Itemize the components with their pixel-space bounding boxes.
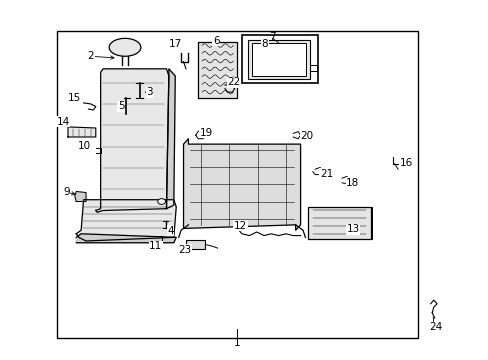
Text: 3: 3: [146, 87, 152, 97]
Bar: [57, 31, 417, 338]
Text: 10: 10: [78, 140, 91, 150]
Text: 16: 16: [399, 158, 412, 168]
Text: 4: 4: [167, 226, 173, 236]
Text: 13: 13: [346, 225, 359, 234]
Text: 20: 20: [300, 131, 313, 141]
Text: 14: 14: [57, 117, 70, 127]
Text: 6: 6: [212, 36, 219, 46]
Bar: [251, 43, 306, 76]
Text: 21: 21: [319, 168, 332, 179]
Text: 9: 9: [63, 187, 70, 197]
Bar: [185, 240, 205, 249]
Polygon shape: [183, 139, 300, 230]
Text: 11: 11: [149, 241, 162, 251]
Polygon shape: [198, 42, 237, 98]
Polygon shape: [166, 69, 175, 209]
Bar: [242, 35, 317, 83]
Text: 5: 5: [118, 102, 124, 112]
Polygon shape: [76, 200, 176, 241]
Text: 23: 23: [178, 245, 191, 255]
Text: 2: 2: [87, 51, 94, 61]
Polygon shape: [68, 127, 96, 137]
Text: 18: 18: [346, 178, 359, 188]
Text: 8: 8: [261, 40, 268, 49]
Bar: [307, 207, 370, 239]
Text: 1: 1: [233, 338, 240, 348]
Text: 19: 19: [200, 128, 213, 138]
Polygon shape: [75, 192, 86, 202]
Polygon shape: [76, 234, 176, 243]
Text: 12: 12: [233, 221, 247, 231]
Bar: [247, 40, 310, 79]
Polygon shape: [96, 69, 168, 212]
Text: 15: 15: [68, 93, 81, 103]
Text: 7: 7: [269, 32, 276, 41]
Text: 17: 17: [168, 40, 182, 49]
Text: 22: 22: [227, 77, 240, 87]
Text: 24: 24: [428, 322, 441, 332]
Ellipse shape: [109, 39, 141, 56]
Ellipse shape: [158, 199, 165, 204]
